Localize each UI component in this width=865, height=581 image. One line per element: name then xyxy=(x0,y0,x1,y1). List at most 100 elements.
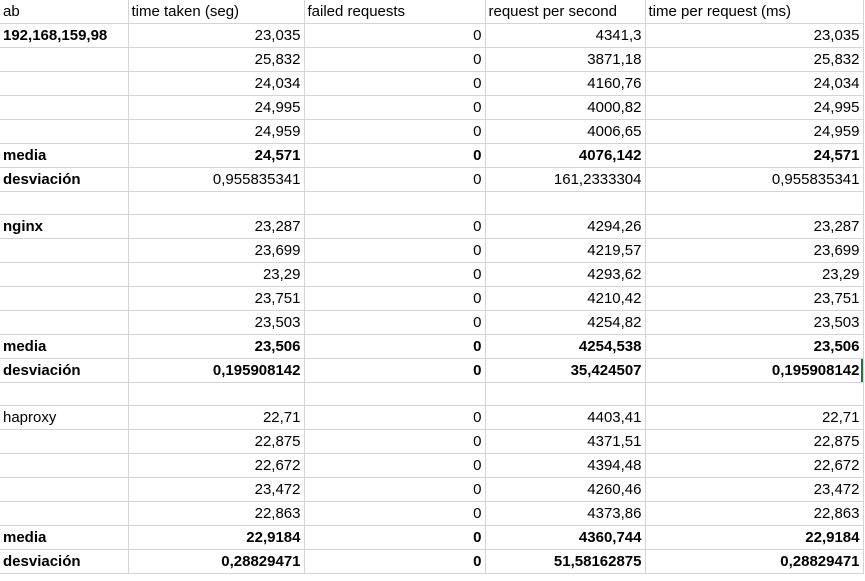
table-cell[interactable] xyxy=(128,382,305,406)
table-cell[interactable]: 0 xyxy=(304,214,486,239)
table-cell[interactable]: 22,875 xyxy=(645,429,864,454)
table-cell[interactable] xyxy=(304,191,486,215)
header-cell-time-per-request[interactable]: time per request (ms) xyxy=(645,0,864,24)
table-cell[interactable]: 0 xyxy=(304,47,486,72)
table-cell[interactable]: 0 xyxy=(304,334,486,359)
header-cell-request-per-second[interactable]: request per second xyxy=(485,0,646,24)
row-label-cell[interactable]: desviación xyxy=(0,549,129,574)
table-cell[interactable]: 23,29 xyxy=(128,262,305,287)
table-cell[interactable]: 0 xyxy=(304,429,486,454)
table-cell[interactable]: 0 xyxy=(304,358,486,383)
row-label-cell[interactable] xyxy=(0,262,129,287)
table-cell[interactable]: 22,71 xyxy=(128,405,305,430)
table-cell[interactable]: 23,287 xyxy=(645,214,864,239)
row-label-cell[interactable]: haproxy xyxy=(0,405,129,430)
table-cell[interactable]: 24,995 xyxy=(645,95,864,120)
table-cell[interactable] xyxy=(645,191,864,215)
row-label-cell[interactable]: media xyxy=(0,334,129,359)
table-cell[interactable]: 0 xyxy=(304,286,486,311)
table-cell[interactable]: 161,2333304 xyxy=(485,167,646,192)
table-cell[interactable]: 4006,65 xyxy=(485,119,646,144)
table-cell[interactable]: 23,699 xyxy=(645,238,864,263)
header-cell-time-taken[interactable]: time taken (seg) xyxy=(128,0,305,24)
table-cell[interactable]: 0 xyxy=(304,23,486,48)
table-cell[interactable]: 35,424507 xyxy=(485,358,646,383)
table-cell[interactable]: 22,672 xyxy=(645,453,864,478)
table-cell[interactable] xyxy=(645,382,864,406)
table-cell[interactable]: 4254,538 xyxy=(485,334,646,359)
table-cell[interactable]: 4160,76 xyxy=(485,71,646,96)
table-cell[interactable]: 0 xyxy=(304,405,486,430)
table-cell[interactable]: 0 xyxy=(304,477,486,502)
table-cell[interactable] xyxy=(304,382,486,406)
table-cell[interactable]: 22,875 xyxy=(128,429,305,454)
table-cell[interactable]: 0 xyxy=(304,119,486,144)
table-cell[interactable]: 22,9184 xyxy=(645,525,864,550)
row-label-cell[interactable] xyxy=(0,477,129,502)
table-cell[interactable]: 0,955835341 xyxy=(128,167,305,192)
table-cell[interactable]: 22,71 xyxy=(645,405,864,430)
table-cell[interactable]: 25,832 xyxy=(128,47,305,72)
table-cell[interactable]: 23,699 xyxy=(128,238,305,263)
table-cell[interactable]: 24,571 xyxy=(645,143,864,168)
table-cell[interactable]: 4371,51 xyxy=(485,429,646,454)
table-cell[interactable]: 23,503 xyxy=(645,310,864,335)
table-cell[interactable]: 0,195908142 xyxy=(128,358,305,383)
row-label-cell[interactable]: nginx xyxy=(0,214,129,239)
table-cell[interactable]: 23,035 xyxy=(128,23,305,48)
row-label-cell[interactable]: media xyxy=(0,143,129,168)
row-label-cell[interactable] xyxy=(0,429,129,454)
table-cell[interactable]: 4000,82 xyxy=(485,95,646,120)
table-cell[interactable]: 23,751 xyxy=(128,286,305,311)
row-label-cell[interactable]: media xyxy=(0,525,129,550)
table-cell[interactable] xyxy=(485,382,646,406)
row-label-cell[interactable] xyxy=(0,501,129,526)
row-label-cell[interactable]: desviación xyxy=(0,167,129,192)
table-cell[interactable]: 22,863 xyxy=(645,501,864,526)
table-cell[interactable]: 4219,57 xyxy=(485,238,646,263)
table-cell[interactable]: 0 xyxy=(304,549,486,574)
row-label-cell[interactable] xyxy=(0,71,129,96)
table-cell[interactable]: 24,959 xyxy=(128,119,305,144)
table-cell[interactable]: 25,832 xyxy=(645,47,864,72)
header-cell-failed-requests[interactable]: failed requests xyxy=(304,0,486,24)
table-cell[interactable]: 0,28829471 xyxy=(128,549,305,574)
table-cell[interactable]: 0,955835341 xyxy=(645,167,864,192)
row-label-cell[interactable] xyxy=(0,238,129,263)
table-cell[interactable]: 0 xyxy=(304,167,486,192)
table-cell[interactable] xyxy=(128,191,305,215)
table-cell[interactable]: 4260,46 xyxy=(485,477,646,502)
row-label-cell[interactable]: desviación xyxy=(0,358,129,383)
table-cell[interactable]: 23,472 xyxy=(128,477,305,502)
table-cell[interactable]: 0 xyxy=(304,95,486,120)
table-cell[interactable]: 0,28829471 xyxy=(645,549,864,574)
table-cell[interactable]: 23,506 xyxy=(645,334,864,359)
table-cell[interactable]: 4341,3 xyxy=(485,23,646,48)
table-cell[interactable]: 4373,86 xyxy=(485,501,646,526)
table-cell[interactable]: 24,995 xyxy=(128,95,305,120)
table-cell[interactable]: 0 xyxy=(304,71,486,96)
table-cell[interactable]: 3871,18 xyxy=(485,47,646,72)
row-label-cell[interactable] xyxy=(0,47,129,72)
table-cell[interactable]: 0 xyxy=(304,310,486,335)
table-cell[interactable]: 23,751 xyxy=(645,286,864,311)
table-cell[interactable]: 22,9184 xyxy=(128,525,305,550)
row-label-cell[interactable]: 192,168,159,98 xyxy=(0,23,129,48)
row-label-cell[interactable] xyxy=(0,286,129,311)
table-cell[interactable]: 4254,82 xyxy=(485,310,646,335)
row-label-cell[interactable] xyxy=(0,191,129,215)
table-cell[interactable]: 23,287 xyxy=(128,214,305,239)
row-label-cell[interactable] xyxy=(0,119,129,144)
table-cell[interactable]: 24,034 xyxy=(645,71,864,96)
row-label-cell[interactable] xyxy=(0,95,129,120)
table-cell[interactable]: 23,472 xyxy=(645,477,864,502)
table-cell[interactable]: 24,959 xyxy=(645,119,864,144)
row-label-cell[interactable] xyxy=(0,310,129,335)
table-cell[interactable]: 22,672 xyxy=(128,453,305,478)
table-cell[interactable]: 23,29 xyxy=(645,262,864,287)
table-cell[interactable]: 23,503 xyxy=(128,310,305,335)
header-cell-ab[interactable]: ab xyxy=(0,0,129,24)
table-cell[interactable]: 24,571 xyxy=(128,143,305,168)
table-cell[interactable]: 23,035 xyxy=(645,23,864,48)
table-cell[interactable] xyxy=(485,191,646,215)
